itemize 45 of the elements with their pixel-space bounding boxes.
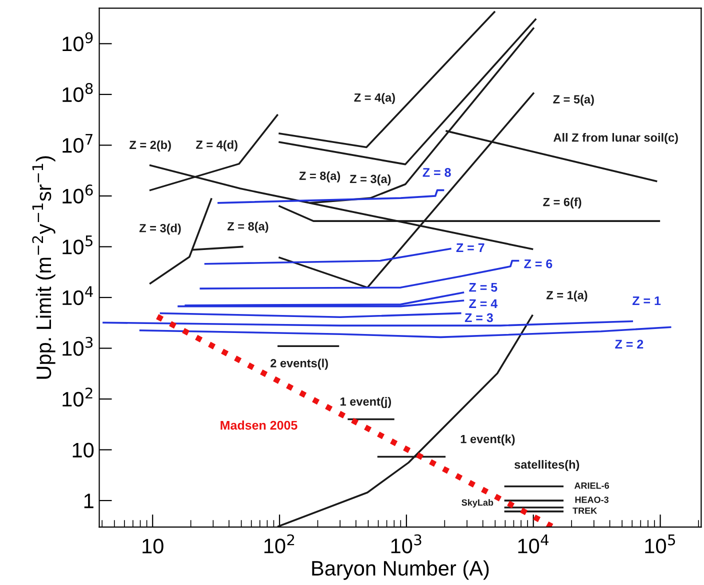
y-tick-label: 10$^{6}$ (62, 184, 93, 204)
y-tick-label: 10$^{4}$ (62, 286, 93, 306)
annotation: 2 events(l) (270, 358, 328, 370)
annotation: Z = 8(a) (227, 222, 268, 233)
y-tick-label: 10$^{5}$ (62, 236, 92, 254)
x-tick-label: 10$^{2}$ (264, 534, 294, 554)
annotation: Z = 1(a) (546, 290, 588, 302)
y-tick-label: 1 (84, 494, 94, 508)
annotation: Z = 3(a) (350, 174, 391, 186)
x-tick-label: 10$^{5}$ (645, 534, 675, 554)
annotation: Z = 3(d) (139, 224, 181, 235)
series-label: Z = 4 (469, 299, 498, 308)
series-label: Z = 2 (615, 340, 644, 348)
annotation: Z = 4(d) (196, 140, 238, 152)
series-label: Z = 7 (456, 243, 484, 252)
series-label: Z = 5 (469, 283, 498, 292)
annotation: Z = 5(a) (553, 94, 594, 106)
annotation: Z = 8(a) (299, 171, 340, 182)
y-tick-label: 10$^{9}$ (62, 32, 93, 52)
annotation: SkyLab (462, 499, 494, 508)
annotation: Z = 2(b) (130, 140, 171, 152)
annotation: HEAO-3 (575, 496, 609, 503)
y-tick-label: 10$^{8}$ (62, 83, 93, 102)
annotation: 1 event(k) (460, 434, 515, 446)
annotation: Z = 4(a) (354, 93, 395, 104)
annotation: satellites(h) (514, 460, 580, 472)
series-label: Z = 6 (524, 259, 552, 268)
text: Madsen 2005 (220, 420, 298, 430)
annotation: 1 event(j) (340, 397, 391, 408)
y-tick-label: 10 (72, 442, 94, 458)
x-axis-title: Baryon Number (A) (312, 560, 489, 580)
y-tick-label: 10$^{2}$ (62, 388, 92, 407)
annotation: Z = 6(f) (543, 198, 582, 209)
x-tick-label: 10 (142, 538, 164, 554)
series-label: Z = 8 (422, 168, 451, 177)
annotation: ARIEL-6 (574, 482, 610, 489)
y-tick-label: 10$^{3}$ (62, 336, 93, 356)
annotation: TREK (572, 508, 598, 514)
series-label: Z = 3 (464, 313, 493, 322)
y-tick-label: 10$^{7}$ (62, 134, 92, 153)
series-label: Z = 1 (632, 296, 661, 306)
x-tick-label: 10$^{3}$ (391, 534, 422, 554)
x-tick-label: 10$^{4}$ (518, 534, 549, 554)
annotation: All Z from lunar soil(c) (554, 133, 678, 144)
y-axis-title: Upp. Limit (m$^{−2}$y$^{−1}$sr$^{−1}$) (32, 156, 56, 379)
